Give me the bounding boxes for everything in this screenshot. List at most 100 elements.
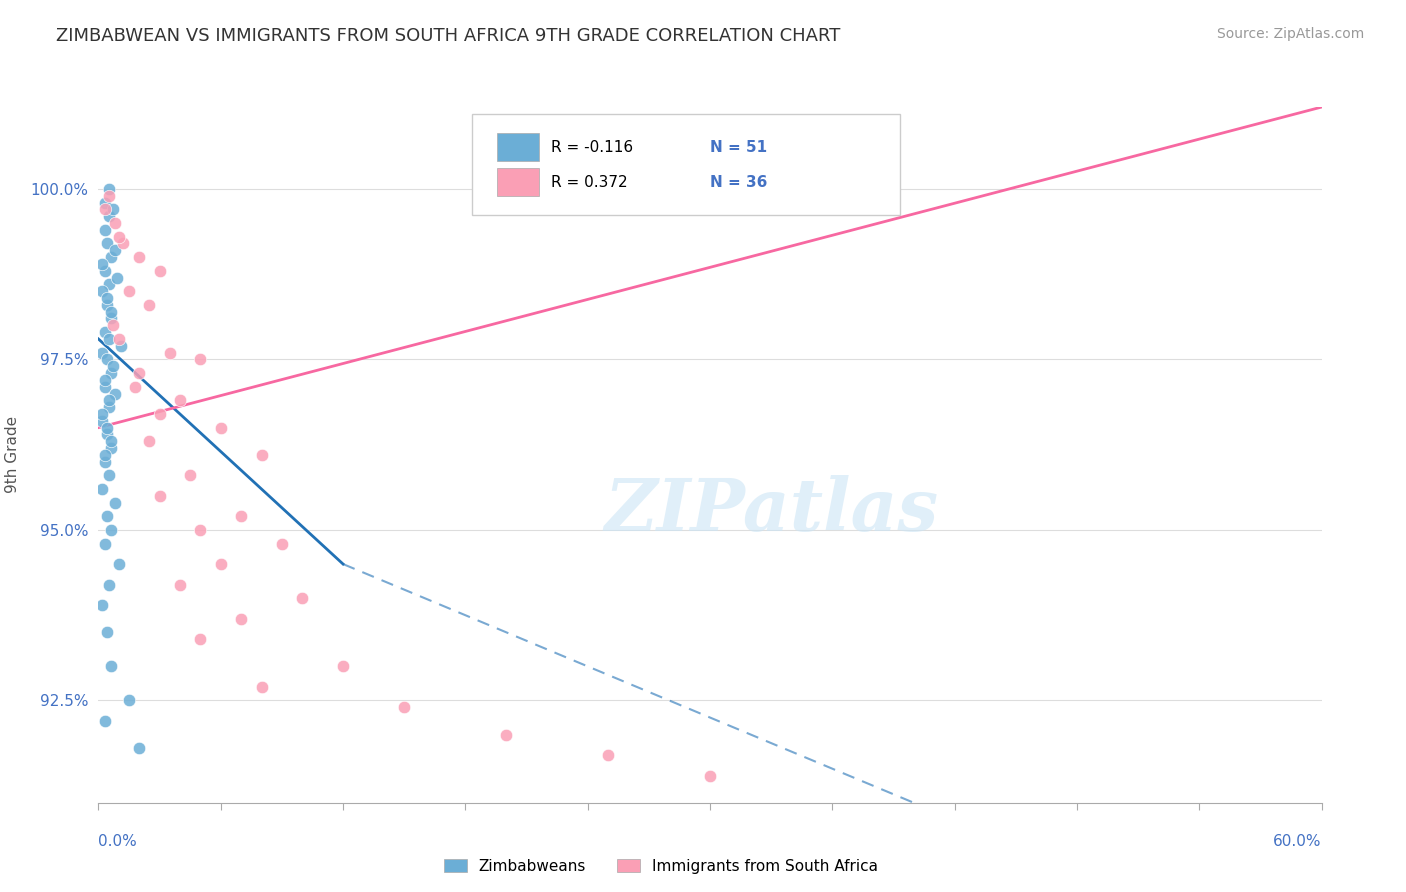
Point xyxy=(91,407,114,421)
Point xyxy=(138,298,160,312)
Point xyxy=(97,277,120,292)
Text: N = 36: N = 36 xyxy=(710,175,768,190)
Point xyxy=(108,229,131,244)
Y-axis label: 9th Grade: 9th Grade xyxy=(4,417,20,493)
Point xyxy=(100,434,122,449)
Text: 0.0%: 0.0% xyxy=(98,834,138,849)
Point xyxy=(97,188,120,202)
Point xyxy=(93,455,115,469)
Point xyxy=(149,489,172,503)
Point xyxy=(93,714,115,728)
Point xyxy=(91,482,114,496)
Point xyxy=(250,448,273,462)
Point xyxy=(91,414,114,428)
Point xyxy=(188,523,212,537)
Point xyxy=(93,536,115,550)
Point xyxy=(495,728,517,742)
Point xyxy=(169,393,191,408)
Text: ZIMBABWEAN VS IMMIGRANTS FROM SOUTH AFRICA 9TH GRADE CORRELATION CHART: ZIMBABWEAN VS IMMIGRANTS FROM SOUTH AFRI… xyxy=(56,27,841,45)
Point xyxy=(231,612,253,626)
Point xyxy=(100,366,122,380)
Text: N = 51: N = 51 xyxy=(710,140,768,155)
Point xyxy=(105,270,128,285)
Point xyxy=(93,380,115,394)
Point xyxy=(128,741,150,756)
Point xyxy=(93,448,115,462)
Point xyxy=(97,400,120,414)
Point xyxy=(93,202,115,217)
Point xyxy=(93,325,115,339)
Point xyxy=(104,386,127,401)
Point xyxy=(93,373,115,387)
Point xyxy=(128,366,150,380)
Point xyxy=(100,441,122,455)
Point xyxy=(169,577,191,591)
Point xyxy=(179,468,201,483)
Point xyxy=(149,407,172,421)
FancyBboxPatch shape xyxy=(498,134,538,161)
Point xyxy=(118,284,141,298)
Point xyxy=(149,264,172,278)
Point xyxy=(91,284,114,298)
Point xyxy=(100,304,122,318)
Point xyxy=(270,536,294,550)
Point xyxy=(209,420,232,434)
Text: ZIPatlas: ZIPatlas xyxy=(605,475,938,546)
Point xyxy=(97,182,120,196)
Point xyxy=(96,625,118,640)
Point xyxy=(96,298,118,312)
Point xyxy=(188,632,212,646)
Point xyxy=(91,598,114,612)
Point xyxy=(188,352,212,367)
Point xyxy=(332,659,354,673)
Point xyxy=(97,577,120,591)
FancyBboxPatch shape xyxy=(498,169,538,196)
Text: R = -0.116: R = -0.116 xyxy=(551,140,633,155)
Text: R = 0.372: R = 0.372 xyxy=(551,175,627,190)
Point xyxy=(93,195,115,210)
Point xyxy=(96,352,118,367)
Point xyxy=(100,311,122,326)
Point xyxy=(104,244,127,258)
Point xyxy=(96,427,118,442)
Point xyxy=(138,434,160,449)
Point xyxy=(291,591,314,606)
Point xyxy=(392,700,416,714)
Point xyxy=(104,216,127,230)
Point xyxy=(91,345,114,359)
Point xyxy=(118,693,141,707)
Point xyxy=(124,380,146,394)
Point xyxy=(91,257,114,271)
Point xyxy=(96,509,118,524)
Point xyxy=(96,291,118,305)
Point xyxy=(596,747,619,762)
Text: Source: ZipAtlas.com: Source: ZipAtlas.com xyxy=(1216,27,1364,41)
Point xyxy=(96,236,118,251)
Point xyxy=(231,509,253,524)
Point xyxy=(108,557,131,571)
Point xyxy=(97,468,120,483)
Point xyxy=(93,264,115,278)
Point xyxy=(699,768,721,782)
Point xyxy=(96,420,118,434)
Point xyxy=(97,209,120,223)
Point xyxy=(100,523,122,537)
Point xyxy=(110,339,132,353)
Point xyxy=(209,557,232,571)
Text: 60.0%: 60.0% xyxy=(1274,834,1322,849)
Point xyxy=(111,236,134,251)
Legend: Zimbabweans, Immigrants from South Africa: Zimbabweans, Immigrants from South Afric… xyxy=(437,853,884,880)
Point xyxy=(97,332,120,346)
FancyBboxPatch shape xyxy=(471,114,900,215)
Point xyxy=(108,332,131,346)
Point xyxy=(128,250,150,264)
Point xyxy=(159,345,181,359)
Point xyxy=(101,318,124,333)
Point xyxy=(97,393,120,408)
Point xyxy=(100,250,122,264)
Point xyxy=(100,659,122,673)
Point xyxy=(93,223,115,237)
Point xyxy=(101,202,124,217)
Point xyxy=(101,359,124,374)
Point xyxy=(250,680,273,694)
